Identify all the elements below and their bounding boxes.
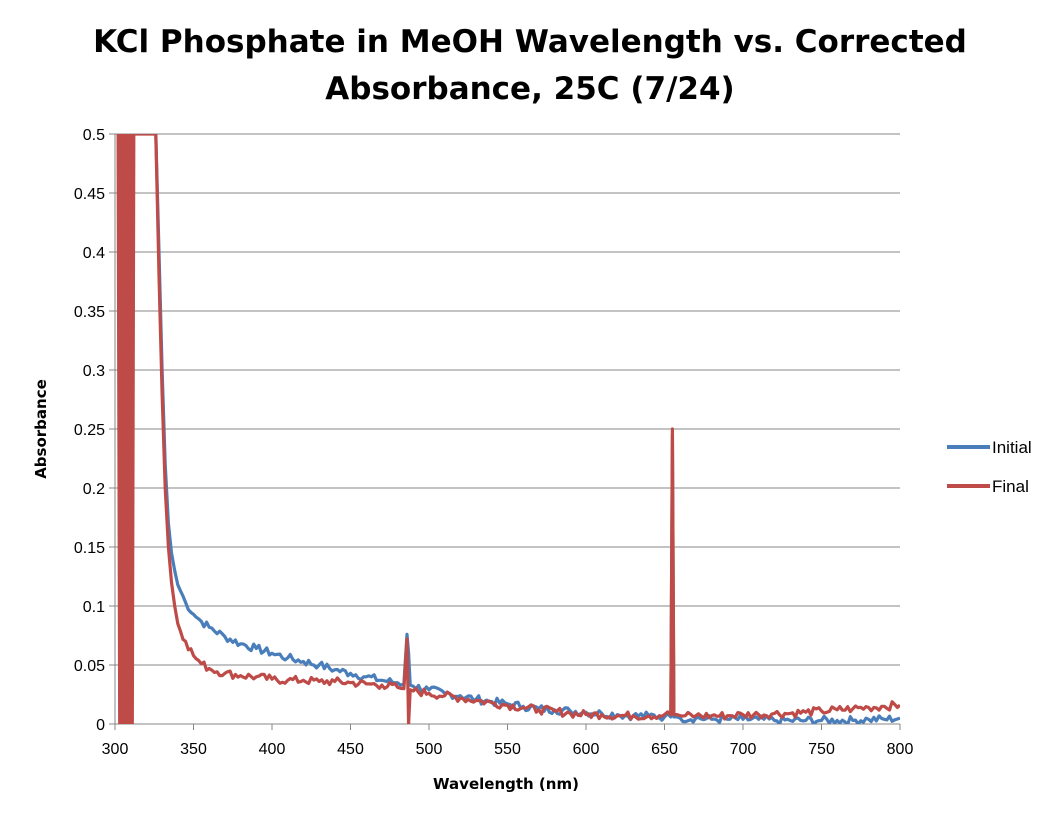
chart-title-line-2: Absorbance, 25C (7/24)	[325, 71, 734, 107]
x-tick-label: 600	[573, 741, 600, 758]
y-tick-label: 0	[96, 717, 105, 734]
y-tick-label: 0.2	[83, 481, 105, 498]
y-tick-label: 0.4	[83, 245, 105, 262]
y-tick-label: 0.35	[74, 304, 105, 321]
x-axis-label: Wavelength (nm)	[433, 775, 579, 793]
x-tick-label: 750	[808, 741, 835, 758]
y-tick-label: 0.3	[83, 363, 105, 380]
x-tick-label: 300	[102, 741, 129, 758]
x-tick-label: 700	[730, 741, 757, 758]
x-tick-label: 350	[180, 741, 207, 758]
y-tick-label: 0.5	[83, 127, 105, 144]
y-tick-label: 0.45	[74, 186, 105, 203]
series-group	[116, 134, 900, 724]
y-axis-ticks: 0 0.05 0.1 0.15 0.2 0.25 0.3 0.35 0.4 0.45 0.5	[74, 127, 115, 734]
chart-title: KCl Phosphate in MeOH Wavelength vs. Cor…	[93, 24, 967, 107]
y-tick-label: 0.05	[74, 658, 105, 675]
x-tick-label: 550	[494, 741, 521, 758]
x-tick-label: 650	[651, 741, 678, 758]
y-tick-label: 0.15	[74, 540, 105, 557]
y-axis-label: Absorbance	[32, 379, 50, 479]
x-axis-ticks: 300 350 400 450 500 550 600 650 700 750 800	[102, 724, 914, 758]
x-tick-label: 450	[337, 741, 364, 758]
x-tick-label: 500	[416, 741, 443, 758]
legend-label-final: Final	[992, 477, 1029, 496]
legend: Initial Final	[947, 438, 1032, 496]
gridlines	[115, 133, 900, 666]
x-tick-label: 800	[887, 741, 914, 758]
x-tick-label: 400	[259, 741, 286, 758]
legend-label-initial: Initial	[992, 438, 1032, 457]
series-line-final	[116, 134, 900, 724]
y-tick-label: 0.1	[83, 599, 105, 616]
y-tick-label: 0.25	[74, 422, 105, 439]
chart-title-line-1: KCl Phosphate in MeOH Wavelength vs. Cor…	[93, 24, 967, 60]
